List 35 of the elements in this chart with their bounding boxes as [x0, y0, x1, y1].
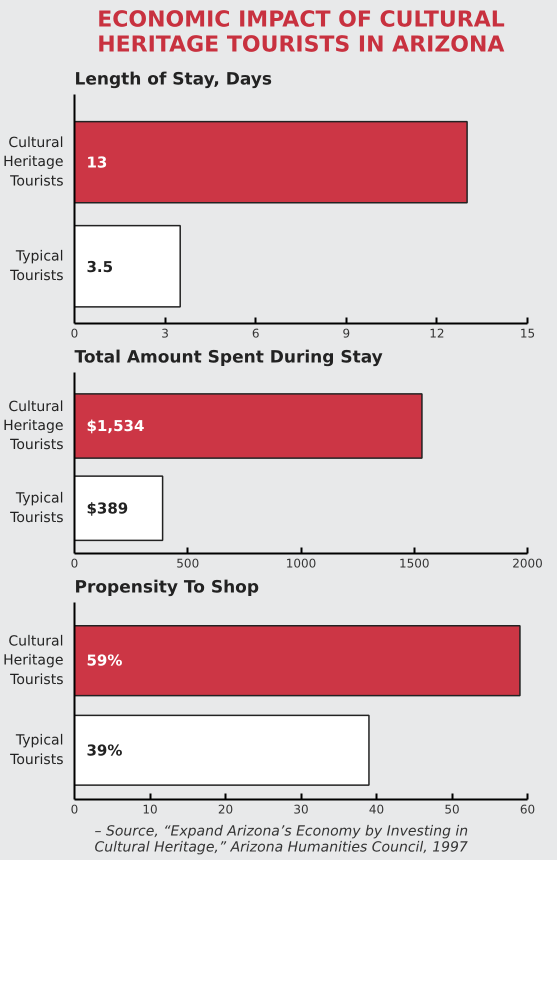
data-label: $389 [86, 499, 128, 518]
x-tick-label: 2000 [512, 556, 543, 570]
chart-subtitle: Length of Stay, Days [74, 70, 272, 90]
x-tick-label: 1000 [286, 556, 316, 570]
x-tick-label: 12 [429, 326, 445, 340]
y-tick-label: Cultural Heritage Tourists [3, 134, 64, 190]
x-tick-label: 10 [142, 802, 158, 816]
text: – Source, “Expand Arizona’s Economy by Investing in Cultural Heritage,” Arizona Humanities Council, 1997 [94, 824, 468, 856]
x-tick-label: 0 [70, 326, 78, 340]
data-label: 13 [86, 154, 108, 172]
x-tick-label: 20 [218, 802, 234, 816]
chart-title: ECONOMIC IMPACT OF CULTURAL HERITAGE TOURISTS IN ARIZONA [97, 8, 505, 58]
x-tick-label: 500 [176, 556, 200, 570]
x-tick-label: 0 [70, 802, 78, 816]
x-tick-label: 9 [342, 326, 350, 340]
chart-title: Propensity To Shop [74, 578, 260, 598]
y-tick-label: Cultural Heritage Tourists [3, 398, 64, 454]
y-tick-label: Typical Tourists [9, 490, 64, 526]
data-label: 59% [86, 652, 122, 670]
x-tick-label: 6 [252, 326, 260, 340]
y-tick-label: Typical Tourists [9, 248, 64, 284]
data-label: 3.5 [86, 258, 114, 276]
chart-title: Total Amount Spent During Stay [74, 348, 383, 368]
x-tick-label: 0 [70, 556, 78, 570]
x-tick-label: 3 [161, 326, 169, 340]
y-tick-label: Typical Tourists [9, 732, 64, 768]
x-tick-label: 50 [444, 802, 460, 816]
x-tick-label: 60 [520, 802, 536, 816]
data-label: $1,534 [86, 416, 144, 435]
y-tick-label: Cultural Heritage Tourists [3, 634, 64, 688]
x-tick-label: 1500 [398, 556, 430, 570]
x-tick-label: 40 [368, 802, 384, 816]
x-tick-label: 15 [520, 326, 536, 340]
data-label: 39% [86, 741, 122, 760]
x-tick-label: 30 [293, 802, 309, 816]
